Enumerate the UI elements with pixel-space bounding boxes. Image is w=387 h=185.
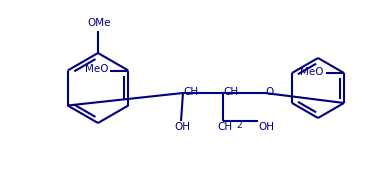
Text: OH: OH [174,122,190,132]
Text: 2: 2 [236,120,242,130]
Text: CH: CH [223,87,238,97]
Text: O: O [266,87,274,97]
Text: MeO: MeO [85,65,108,75]
Text: OH: OH [258,122,274,132]
Text: CH: CH [183,87,199,97]
Text: OMe: OMe [87,18,111,28]
Text: CH: CH [217,122,233,132]
Text: MeO: MeO [300,67,324,77]
